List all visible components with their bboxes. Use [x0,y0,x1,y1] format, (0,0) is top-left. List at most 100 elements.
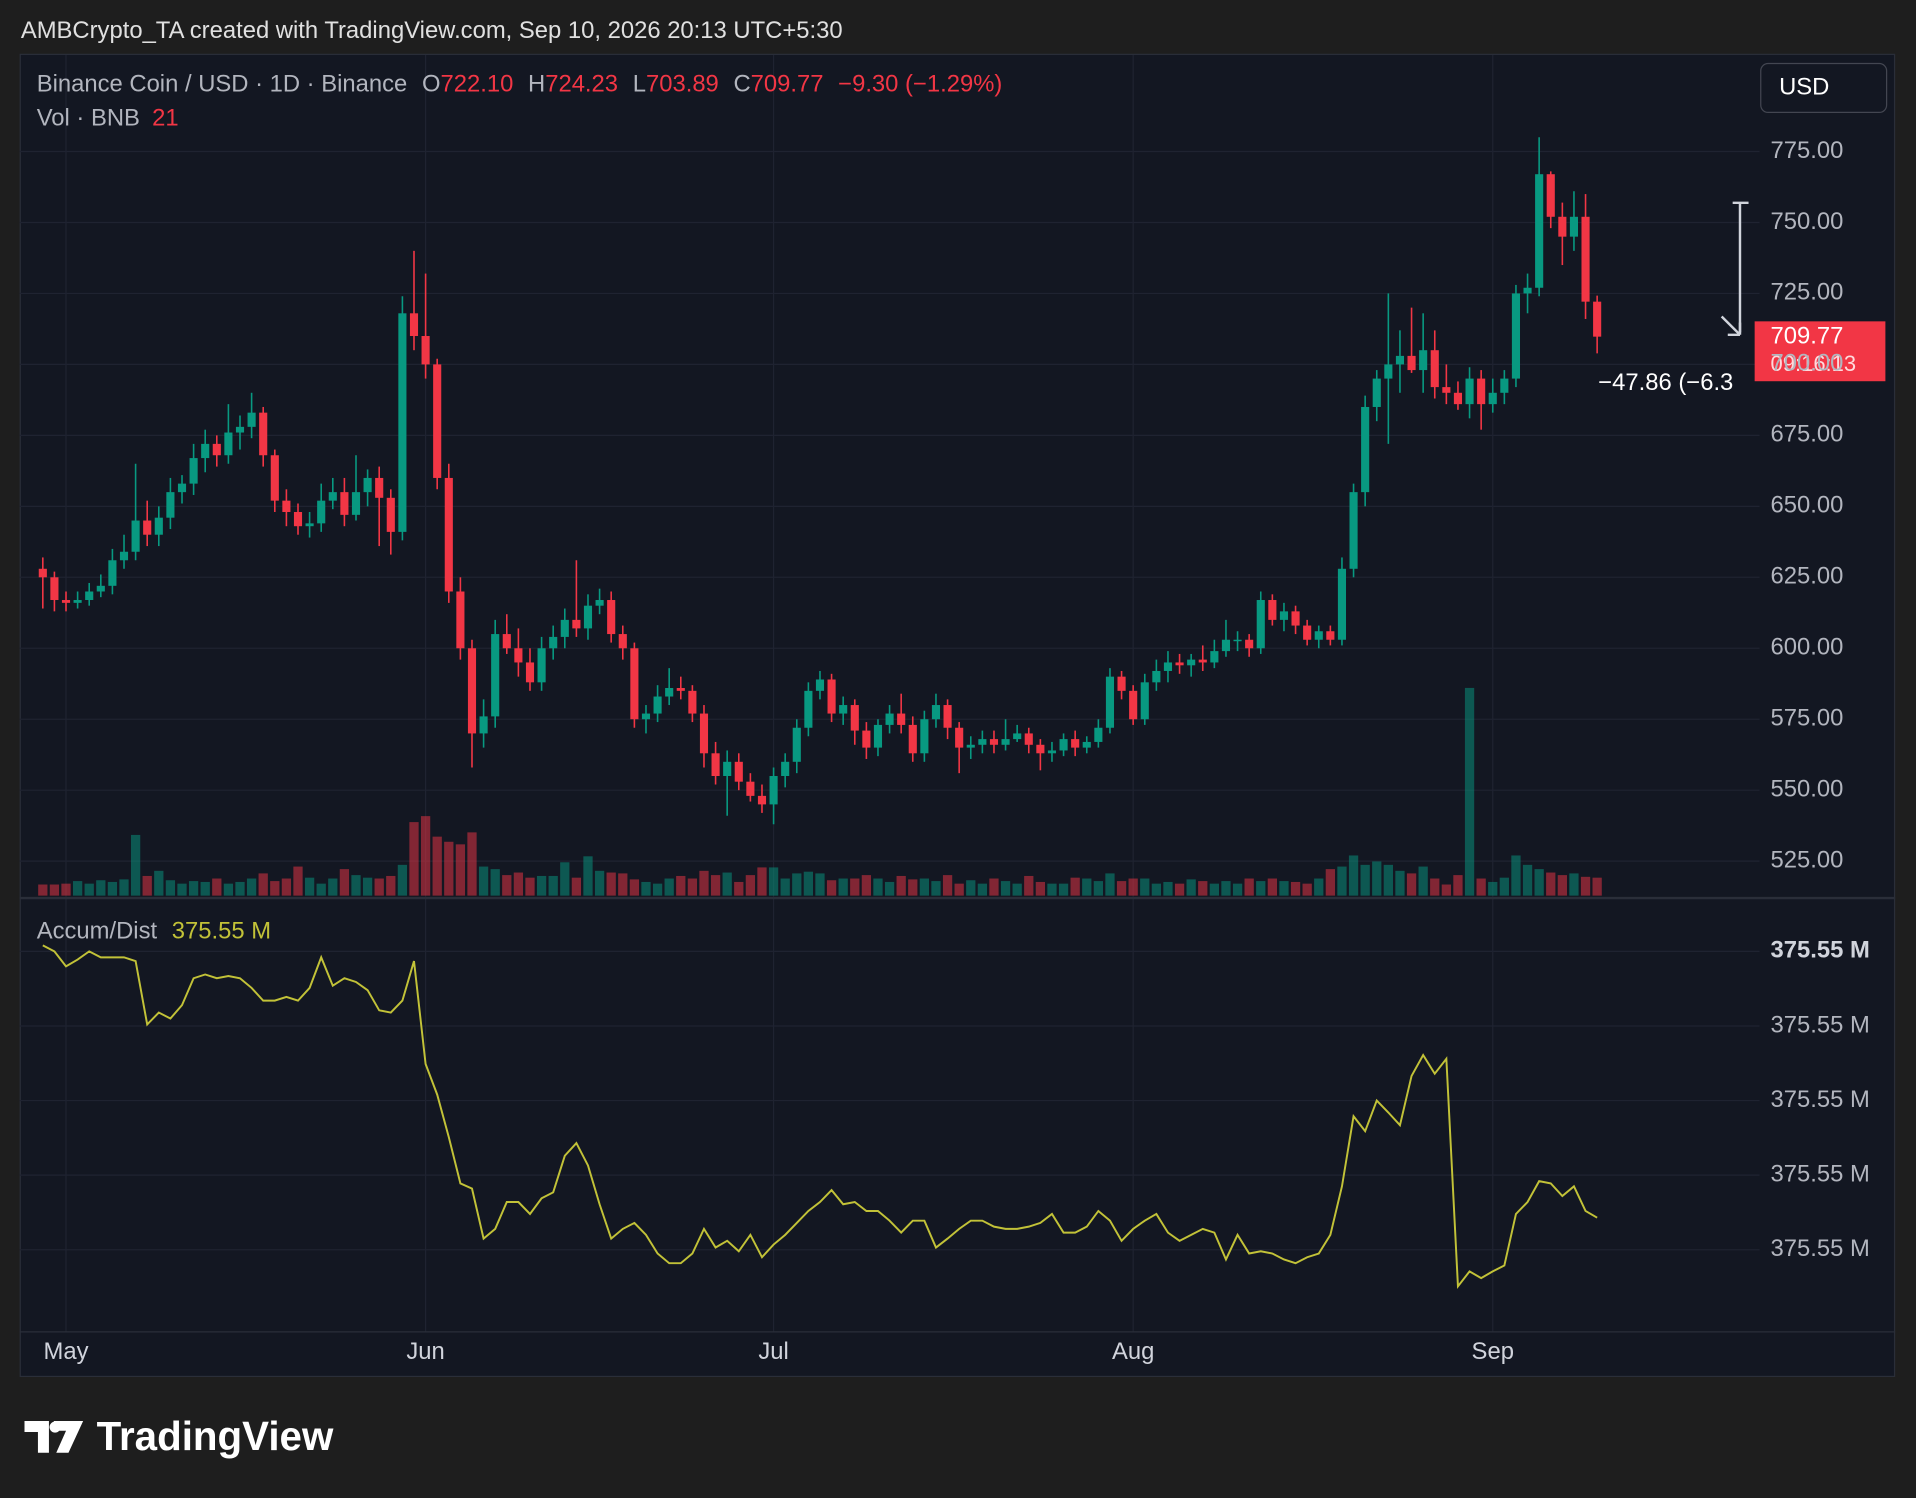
candle-body [421,336,430,365]
candle-body [607,600,616,635]
volume-bar [397,864,408,896]
candle-body [1303,625,1312,640]
grid [19,54,1760,1332]
volume-bar [942,875,953,896]
candle-body [177,483,187,493]
candle-body [1036,744,1045,754]
candle-body [96,585,105,592]
volume-bar [1035,881,1046,896]
candle-body [61,600,71,603]
volume-bar [1488,881,1498,896]
volume-bar [1580,876,1591,896]
candle-body [1140,682,1149,720]
candle-body [583,605,593,629]
candle-body [1500,378,1509,393]
brand: TradingView [97,1413,334,1459]
volume-bar [768,867,779,896]
volume-bar [432,836,442,896]
currency-button[interactable] [1760,62,1888,114]
candle-body [433,364,442,478]
volume-bar [455,844,466,896]
volume-bar [1267,878,1277,896]
volume-bar [1221,881,1231,896]
candle-body [723,761,732,777]
candle-body [1198,659,1207,663]
candle-body [1175,662,1184,666]
volume-bar [560,862,570,896]
candle-body [235,426,245,433]
candle-body [804,690,813,728]
brand-logo-dot [49,1421,61,1433]
volume-bar [710,875,721,896]
candle-body [328,492,337,501]
candle-body [757,795,767,805]
volume-bar [1232,883,1243,896]
volume-bar [1453,875,1463,896]
candle-body [247,412,256,427]
volume-bar [165,880,176,896]
volume-bar [270,881,280,896]
y-tick-label: 700.00 [1771,350,1844,377]
y-tick-label: 725.00 [1771,279,1844,306]
candle-body [572,619,581,629]
y-tick-label: 650.00 [1771,492,1844,519]
candle-body [1465,378,1474,405]
ad-tick-label: 375.55 M [1771,1160,1870,1187]
volume-bar [386,875,396,896]
x-tick-label: Aug [1112,1338,1154,1365]
candle-body [224,432,233,456]
candle-body [351,492,361,515]
volume-bar [664,878,674,896]
volume-bar [1534,869,1544,896]
legend-value: 724.23 [545,71,618,98]
legend: Binance Coin / USD · 1D · Binance O722.10… [37,71,1003,98]
legend-value: 703.89 [646,71,719,98]
candle-body [1233,639,1242,642]
volume-bar [1140,878,1150,896]
volume-bar [1430,878,1440,896]
x-tick-label: May [44,1338,89,1365]
candle-body [1105,676,1115,728]
volume-bar [954,883,964,896]
volume-bar [49,884,60,896]
volume-bar [1418,866,1428,896]
volume-bar [1511,855,1521,896]
candle-body [1442,387,1451,393]
legend-value: 709.77 [751,71,824,98]
candle-body [212,443,221,456]
volume-bar [1244,878,1254,896]
candle-body [456,591,465,649]
volume-bar [1105,873,1115,896]
candle-body [514,648,523,663]
currency[interactable]: USD [1779,73,1829,100]
volume-bar [1012,883,1022,896]
volume-bar [745,875,756,896]
candle-body [792,727,801,762]
volume-bar [490,869,500,896]
candle-body [1419,350,1428,371]
volume-bar [1592,877,1602,896]
brand-logo [24,1421,84,1453]
volume-bar [873,878,883,896]
candle-body [305,523,314,527]
candle-body [827,679,836,714]
volume-bar [966,880,976,896]
candle-body [502,634,511,649]
volume-bar [1441,884,1451,896]
candle-body [781,761,790,777]
volume-bar [1163,881,1173,896]
x-tick-label: Jun [406,1338,444,1365]
candle-body [1430,350,1439,388]
volume-bar [362,877,373,896]
volume-bar [1557,875,1567,896]
header: AMBCrypto_TA created with TradingView.co… [21,17,843,44]
candle-body [85,591,94,601]
volume-bar [420,816,431,896]
candle-body [1349,492,1358,569]
candle-body [711,753,720,777]
candle-body [734,761,743,782]
volume-bar [1290,881,1301,896]
volume-bar [304,877,315,896]
candle-body [259,412,268,456]
volume-bar [1372,861,1382,896]
